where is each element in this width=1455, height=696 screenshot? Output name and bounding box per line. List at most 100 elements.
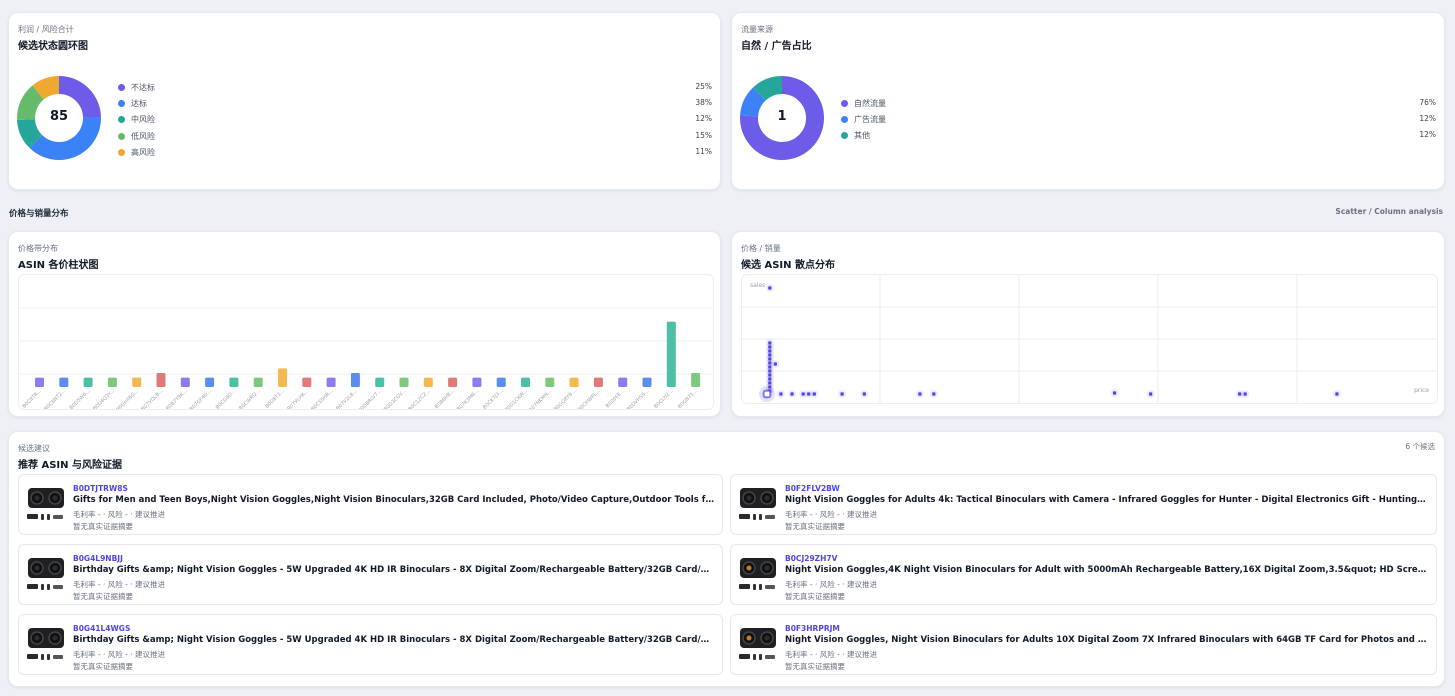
- bar[interactable]: [423, 377, 433, 387]
- recommend-item[interactable]: B0G4L9NBJJ Birthday Gifts &amp; Night Vi…: [18, 544, 723, 605]
- bar[interactable]: [205, 377, 215, 387]
- bar[interactable]: [107, 377, 117, 387]
- scatter-point[interactable]: [768, 341, 772, 345]
- legend-label: 不达标: [131, 83, 155, 92]
- scatter-point[interactable]: [768, 381, 772, 385]
- scatter-point[interactable]: [779, 392, 783, 396]
- legend-label: 高风险: [131, 147, 155, 157]
- scatter-point[interactable]: [768, 361, 772, 365]
- bar[interactable]: [326, 377, 336, 387]
- product-meta: 毛利率 - · 风险 - · 建议推进: [785, 580, 877, 589]
- scatter-point-selected[interactable]: [763, 390, 771, 398]
- scatter-point[interactable]: [768, 357, 772, 361]
- bar[interactable]: [180, 377, 190, 387]
- bar[interactable]: [253, 377, 263, 387]
- x-tick-label: B0C6NT2...: [43, 388, 67, 409]
- product-thumbnail-icon: [739, 558, 776, 590]
- bar[interactable]: [545, 377, 555, 387]
- bar[interactable]: [83, 377, 93, 387]
- donut-hole: [37, 96, 81, 140]
- asin-link[interactable]: B0DTJTRW8S: [73, 484, 128, 493]
- scatter-point[interactable]: [768, 353, 772, 357]
- scatter-point[interactable]: [768, 385, 772, 389]
- scatter-point[interactable]: [768, 365, 772, 369]
- legend-item[interactable]: 中风险 12%: [118, 113, 712, 127]
- recommend-item[interactable]: B0CJ29ZH7V Night Vision Goggles,4K Night…: [730, 544, 1437, 605]
- x-tick-label: B07NKMN...: [528, 388, 553, 409]
- card-title: 自然 / 广告占比: [741, 41, 812, 52]
- scatter-point[interactable]: [1149, 392, 1153, 396]
- bar[interactable]: [59, 377, 69, 387]
- bar[interactable]: [229, 377, 239, 387]
- x-axis-label: price: [1414, 387, 1429, 394]
- bar[interactable]: [350, 373, 360, 387]
- bar[interactable]: [375, 377, 385, 387]
- candidate-count: 6 个候选: [1405, 442, 1435, 451]
- scatter-point[interactable]: [807, 392, 811, 396]
- bar[interactable]: [569, 377, 579, 387]
- x-tick-label: B0C1ZCZ...: [407, 388, 432, 409]
- legend-item[interactable]: 低风险 15%: [118, 130, 712, 144]
- x-tick-label: B0GB71...: [677, 388, 699, 409]
- legend-label: 低风险: [131, 131, 155, 141]
- scatter-point[interactable]: [773, 362, 777, 366]
- bar[interactable]: [642, 377, 652, 387]
- bar[interactable]: [618, 377, 628, 387]
- bar[interactable]: [278, 368, 287, 387]
- scatter-point[interactable]: [801, 392, 805, 396]
- bar[interactable]: [448, 377, 458, 387]
- scatter-point[interactable]: [932, 392, 936, 396]
- scatter-point[interactable]: [1243, 392, 1247, 396]
- scatter-point[interactable]: [1335, 392, 1339, 396]
- x-tick-label: B0CG8D...: [215, 388, 238, 409]
- legend-item[interactable]: 自然流量 76%: [841, 97, 1436, 111]
- legend-item[interactable]: 高风险 11%: [118, 146, 712, 160]
- asin-link[interactable]: B0F2FLV2BW: [785, 484, 840, 493]
- bar[interactable]: [156, 373, 166, 387]
- bar[interactable]: [472, 377, 482, 387]
- scatter-point[interactable]: [812, 392, 816, 396]
- scatter-point[interactable]: [918, 392, 922, 396]
- legend-item[interactable]: 其他 12%: [841, 129, 1436, 143]
- scatter-point[interactable]: [862, 392, 866, 396]
- recommend-item[interactable]: B0DTJTRW8S Gifts for Men and Teen Boys,N…: [18, 474, 723, 535]
- donut-slice: [58, 76, 101, 119]
- recommend-item[interactable]: B0F3HRPRJM Night Vision Goggles, Night V…: [730, 614, 1437, 675]
- product-thumbnail-icon: [27, 628, 64, 660]
- scatter-point[interactable]: [768, 369, 772, 373]
- recommend-item[interactable]: B0F2FLV2BW Night Vision Goggles for Adul…: [730, 474, 1437, 535]
- scatter-point[interactable]: [1112, 391, 1117, 395]
- asin-link[interactable]: B0G41L4WGS: [73, 624, 131, 633]
- scatter-point[interactable]: [768, 286, 772, 290]
- scatter-point[interactable]: [768, 349, 772, 353]
- bar[interactable]: [132, 377, 142, 387]
- bar[interactable]: [593, 377, 603, 387]
- x-tick-label: B0CLH2...: [653, 388, 675, 409]
- bar[interactable]: [521, 377, 530, 387]
- bar[interactable]: [691, 373, 701, 387]
- bar[interactable]: [496, 377, 506, 387]
- scatter-point[interactable]: [768, 373, 772, 377]
- legend-item[interactable]: 广告流量 12%: [841, 113, 1436, 127]
- legend-item[interactable]: 不达标 25%: [118, 81, 712, 95]
- legend-pct: 76%: [1419, 98, 1436, 107]
- bar[interactable]: [666, 321, 676, 387]
- legend-item[interactable]: 达标 38%: [118, 97, 712, 111]
- asin-link[interactable]: B0CJ29ZH7V: [785, 554, 838, 563]
- product-title: Birthday Gifts &amp; Night Vision Goggle…: [73, 565, 714, 575]
- asin-link[interactable]: B0F3HRPRJM: [785, 624, 840, 633]
- scatter-point[interactable]: [1238, 392, 1242, 396]
- asin-link[interactable]: B0G4L9NBJJ: [73, 554, 123, 563]
- bar[interactable]: [35, 377, 44, 387]
- recommend-item[interactable]: B0G41L4WGS Birthday Gifts &amp; Night Vi…: [18, 614, 723, 675]
- section-right-label: Scatter / Column analysis: [1335, 207, 1443, 216]
- card-title: 推荐 ASIN 与风险证据: [18, 460, 122, 471]
- scatter-point[interactable]: [790, 392, 794, 396]
- scatter-point[interactable]: [768, 345, 772, 349]
- bar[interactable]: [302, 377, 312, 387]
- scatter-point[interactable]: [768, 377, 772, 381]
- product-title: Night Vision Goggles,4K Night Vision Bin…: [785, 565, 1428, 575]
- donut-slice: [32, 76, 60, 100]
- bar[interactable]: [399, 377, 409, 387]
- scatter-point[interactable]: [840, 392, 844, 396]
